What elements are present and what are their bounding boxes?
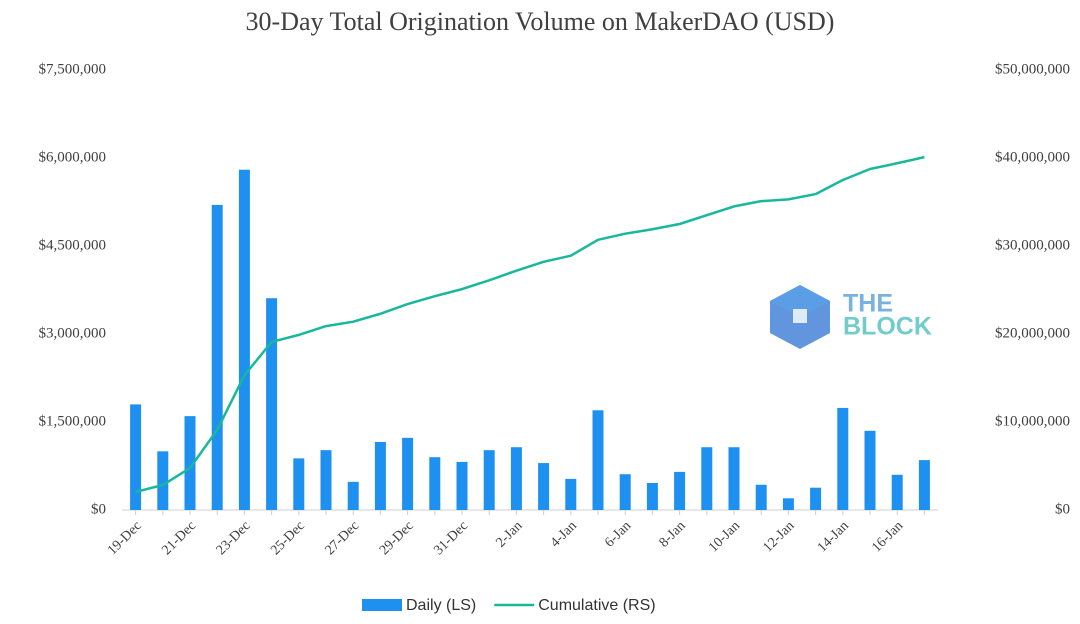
line <box>135 155 925 494</box>
x-tick-label: 25-Dec <box>268 518 308 558</box>
watermark-logo-cube <box>793 309 807 323</box>
bar <box>728 447 740 510</box>
bar <box>891 474 903 510</box>
bar <box>701 447 713 510</box>
bar <box>837 407 849 510</box>
bar <box>130 404 142 510</box>
bar <box>429 457 441 510</box>
bar <box>538 463 550 510</box>
watermark-text: THE <box>843 290 893 318</box>
y2-tick-label: $20,000,000 <box>995 325 1070 341</box>
bar <box>157 451 169 510</box>
legend-label: Cumulative (RS) <box>538 597 655 614</box>
y2-tick-label: $40,000,000 <box>995 149 1070 165</box>
y-tick-label: $4,500,000 <box>39 237 107 253</box>
bar <box>755 484 767 510</box>
y2-tick-label: $0 <box>1055 501 1070 517</box>
y2-tick-label: $50,000,000 <box>995 61 1070 77</box>
bar <box>456 461 468 510</box>
bar <box>320 450 332 510</box>
bar <box>782 498 794 510</box>
bar <box>565 478 577 510</box>
bar <box>184 416 196 510</box>
chart-title: 30-Day Total Origination Volume on Maker… <box>246 7 835 36</box>
x-tick-label: 14-Jan <box>815 518 852 555</box>
bar <box>266 298 278 510</box>
bar <box>510 447 522 510</box>
bar <box>674 471 686 510</box>
x-tick-label: 8-Jan <box>657 518 689 550</box>
x-tick-label: 27-Dec <box>323 518 363 558</box>
bar <box>918 460 930 510</box>
y-tick-label: $1,500,000 <box>39 413 107 429</box>
x-tick-label: 29-Dec <box>377 518 417 558</box>
x-tick-label: 16-Jan <box>869 518 906 555</box>
watermark: THE BLOCK <box>770 285 932 349</box>
bar <box>864 430 876 510</box>
y-tick-label: $0 <box>91 501 106 517</box>
legend-label: Daily (LS) <box>406 597 476 614</box>
bar <box>810 487 822 510</box>
x-tick-label: 19-Dec <box>105 518 145 558</box>
watermark-logo-top <box>770 285 830 317</box>
x-tick-label: 2-Jan <box>493 518 525 550</box>
x-tick-label: 31-Dec <box>431 518 471 558</box>
bar <box>374 441 386 510</box>
x-tick-label: 21-Dec <box>159 518 199 558</box>
legend-swatch <box>362 599 402 611</box>
x-tick-label: 12-Jan <box>761 518 798 555</box>
y-tick-label: $6,000,000 <box>39 149 107 165</box>
watermark-text: BLOCK <box>843 313 932 341</box>
bar <box>619 474 631 510</box>
x-tick-label: 23-Dec <box>214 518 254 558</box>
y2-tick-label: $10,000,000 <box>995 413 1070 429</box>
y2-tick-label: $30,000,000 <box>995 237 1070 253</box>
bar <box>347 481 359 510</box>
bar <box>646 483 658 510</box>
x-tick-label: 6-Jan <box>602 518 634 550</box>
y-tick-label: $7,500,000 <box>39 61 107 77</box>
bar <box>402 437 414 510</box>
bar <box>238 169 250 510</box>
y-tick-label: $3,000,000 <box>39 325 107 341</box>
bar <box>211 204 223 510</box>
bar <box>592 410 604 510</box>
x-tick-label: 10-Jan <box>706 518 743 555</box>
bar <box>293 458 305 510</box>
bar <box>483 450 495 510</box>
x-tick-label: 4-Jan <box>548 518 580 550</box>
